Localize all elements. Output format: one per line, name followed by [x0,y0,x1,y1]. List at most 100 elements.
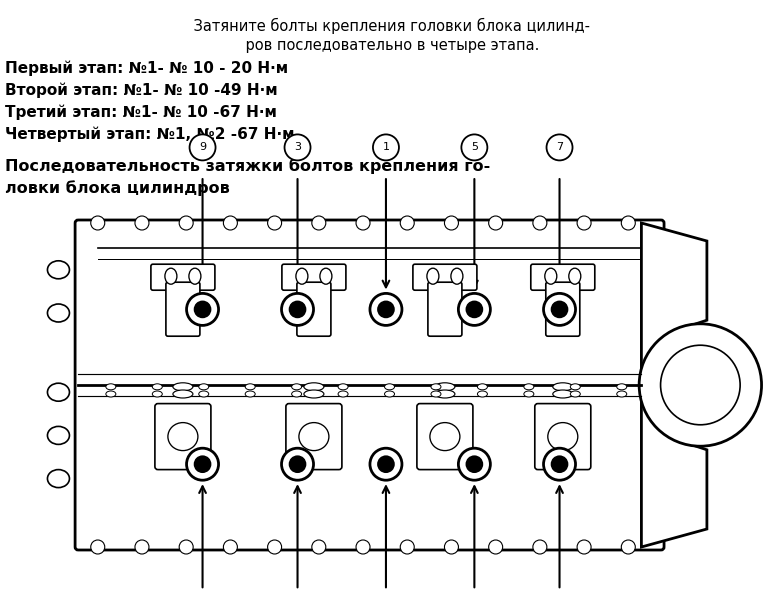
Text: 3: 3 [294,143,301,153]
Ellipse shape [152,391,162,397]
Circle shape [268,540,282,554]
Text: 1: 1 [382,143,389,153]
Ellipse shape [47,426,70,444]
Circle shape [223,540,237,554]
Ellipse shape [477,384,487,390]
Circle shape [467,456,483,472]
Circle shape [400,216,414,230]
Text: ловки блока цилиндров: ловки блока цилиндров [5,180,229,196]
Ellipse shape [570,391,581,397]
Ellipse shape [524,391,534,397]
Text: ров последовательно в четыре этапа.: ров последовательно в четыре этапа. [226,38,539,53]
Ellipse shape [165,268,177,284]
Circle shape [312,216,326,230]
Circle shape [546,134,572,160]
FancyBboxPatch shape [155,403,211,470]
Ellipse shape [299,422,329,451]
Ellipse shape [569,268,581,284]
Ellipse shape [199,384,209,390]
Ellipse shape [246,384,256,390]
Text: Третий этап: №1- № 10 -67 Н·м: Третий этап: №1- № 10 -67 Н·м [5,104,277,119]
FancyBboxPatch shape [166,282,200,336]
Circle shape [489,216,503,230]
Ellipse shape [427,268,439,284]
Text: 9: 9 [199,143,206,153]
Circle shape [194,301,210,317]
Circle shape [268,216,282,230]
Ellipse shape [451,268,463,284]
FancyBboxPatch shape [413,264,477,290]
Circle shape [285,134,311,160]
Circle shape [543,448,575,480]
Ellipse shape [477,391,487,397]
FancyBboxPatch shape [535,403,591,470]
Circle shape [373,134,399,160]
Ellipse shape [431,391,441,397]
Ellipse shape [553,383,573,391]
Text: 7: 7 [556,143,563,153]
Circle shape [458,448,490,480]
FancyBboxPatch shape [545,282,580,336]
FancyBboxPatch shape [428,282,462,336]
Ellipse shape [320,268,332,284]
Circle shape [444,216,458,230]
Circle shape [91,216,105,230]
FancyBboxPatch shape [151,264,215,290]
Ellipse shape [338,391,348,397]
Circle shape [312,540,326,554]
Ellipse shape [430,422,460,451]
Ellipse shape [431,384,441,390]
Circle shape [223,216,237,230]
Ellipse shape [47,470,70,488]
Text: 5: 5 [471,143,478,153]
Ellipse shape [47,261,70,279]
Circle shape [444,540,458,554]
FancyBboxPatch shape [297,282,331,336]
Ellipse shape [106,384,116,390]
Ellipse shape [47,304,70,322]
Circle shape [378,456,394,472]
Circle shape [91,540,105,554]
Circle shape [552,301,568,317]
FancyBboxPatch shape [75,220,664,550]
Circle shape [370,448,402,480]
Circle shape [282,448,314,480]
Ellipse shape [524,384,534,390]
Ellipse shape [435,390,455,398]
Circle shape [356,540,370,554]
Ellipse shape [246,391,256,397]
Circle shape [179,216,194,230]
Ellipse shape [189,268,201,284]
Ellipse shape [385,391,395,397]
FancyBboxPatch shape [417,403,473,470]
Circle shape [639,324,761,446]
Ellipse shape [152,384,162,390]
Text: Последовательность затяжки болтов крепления го-: Последовательность затяжки болтов крепле… [5,158,490,173]
Circle shape [660,345,740,425]
Circle shape [179,540,194,554]
Circle shape [289,301,305,317]
Circle shape [577,216,591,230]
Ellipse shape [304,383,324,391]
Circle shape [282,293,314,326]
Ellipse shape [304,390,324,398]
Circle shape [190,134,216,160]
Ellipse shape [570,384,581,390]
Ellipse shape [199,391,209,397]
Circle shape [378,301,394,317]
Ellipse shape [106,391,116,397]
Circle shape [543,293,575,326]
Ellipse shape [291,384,301,390]
Circle shape [533,540,547,554]
Circle shape [356,216,370,230]
Text: Четвертый этап: №1, №2 -67 Н·м: Четвертый этап: №1, №2 -67 Н·м [5,126,295,141]
Ellipse shape [548,422,578,451]
Circle shape [621,216,635,230]
Ellipse shape [296,268,308,284]
Circle shape [577,540,591,554]
Ellipse shape [435,383,455,391]
Ellipse shape [385,384,395,390]
Ellipse shape [173,390,193,398]
Ellipse shape [173,383,193,391]
FancyBboxPatch shape [286,403,342,470]
